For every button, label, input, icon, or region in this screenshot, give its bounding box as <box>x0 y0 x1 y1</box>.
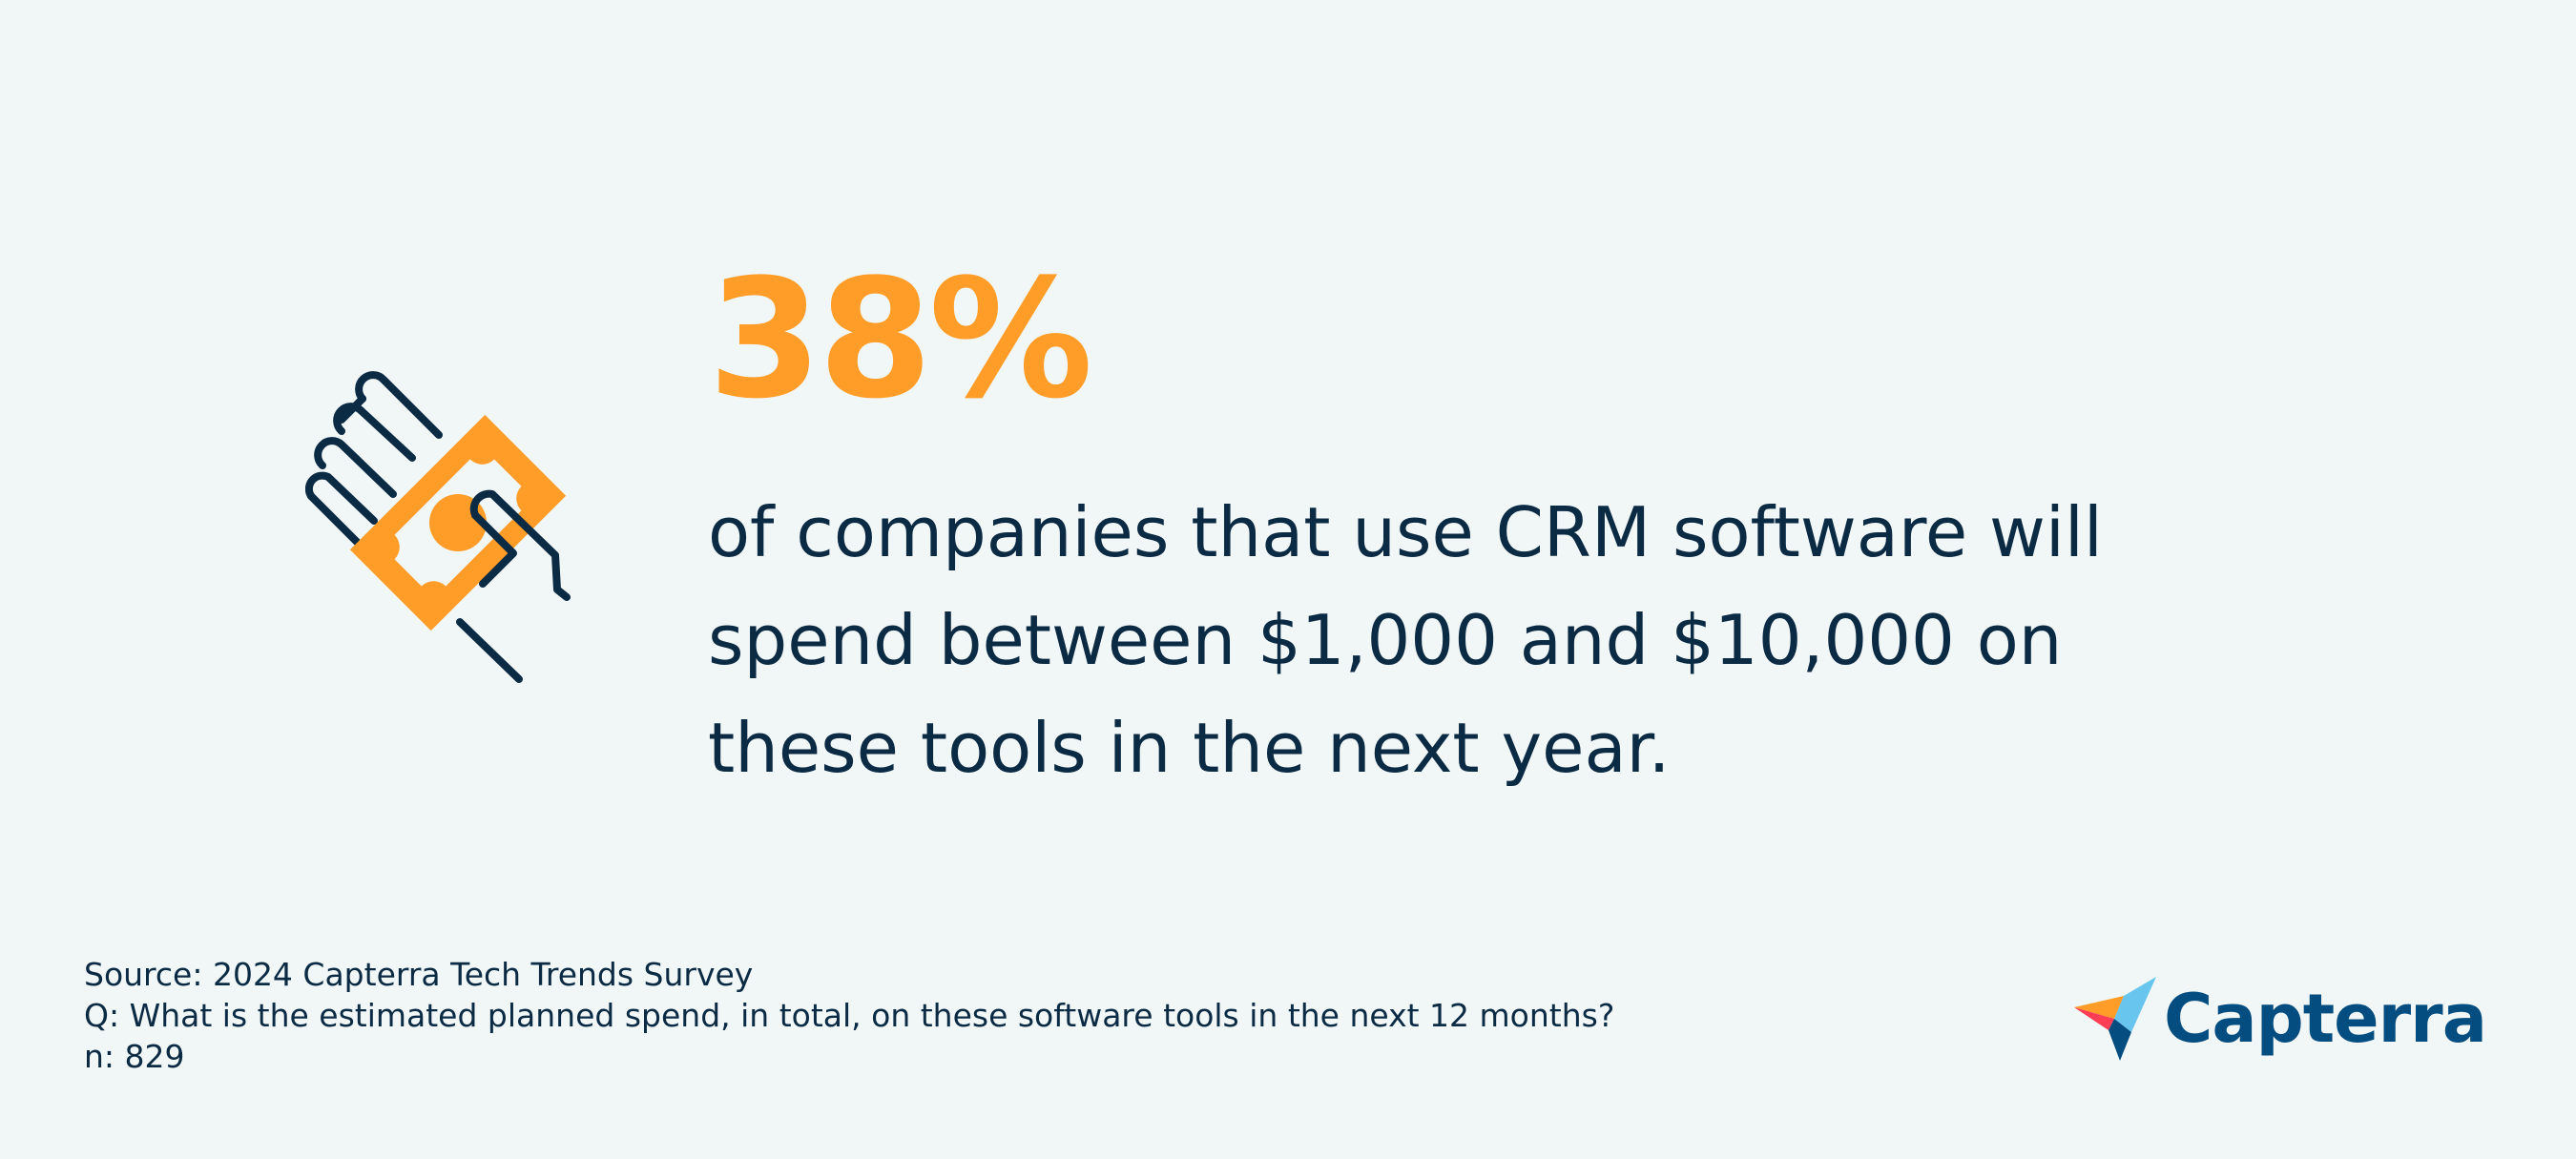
headline-stat: 38% <box>708 243 1093 435</box>
sample-size-line: n: 829 <box>84 1038 185 1075</box>
source-notes: Source: 2024 Capterra Tech Trends Survey… <box>84 954 1614 1077</box>
capterra-wordmark: Capterra <box>2164 980 2487 1058</box>
capterra-logo: Capterra <box>2072 975 2487 1063</box>
headline-block: 38% of companies that use CRM software w… <box>708 258 2349 802</box>
hand-money-icon <box>305 353 611 687</box>
headline-text: of companies that use CRM software will … <box>708 492 2103 788</box>
source-line: Source: 2024 Capterra Tech Trends Survey <box>84 956 754 993</box>
question-line: Q: What is the estimated planned spend, … <box>84 997 1615 1034</box>
capterra-logo-icon <box>2074 977 2156 1061</box>
